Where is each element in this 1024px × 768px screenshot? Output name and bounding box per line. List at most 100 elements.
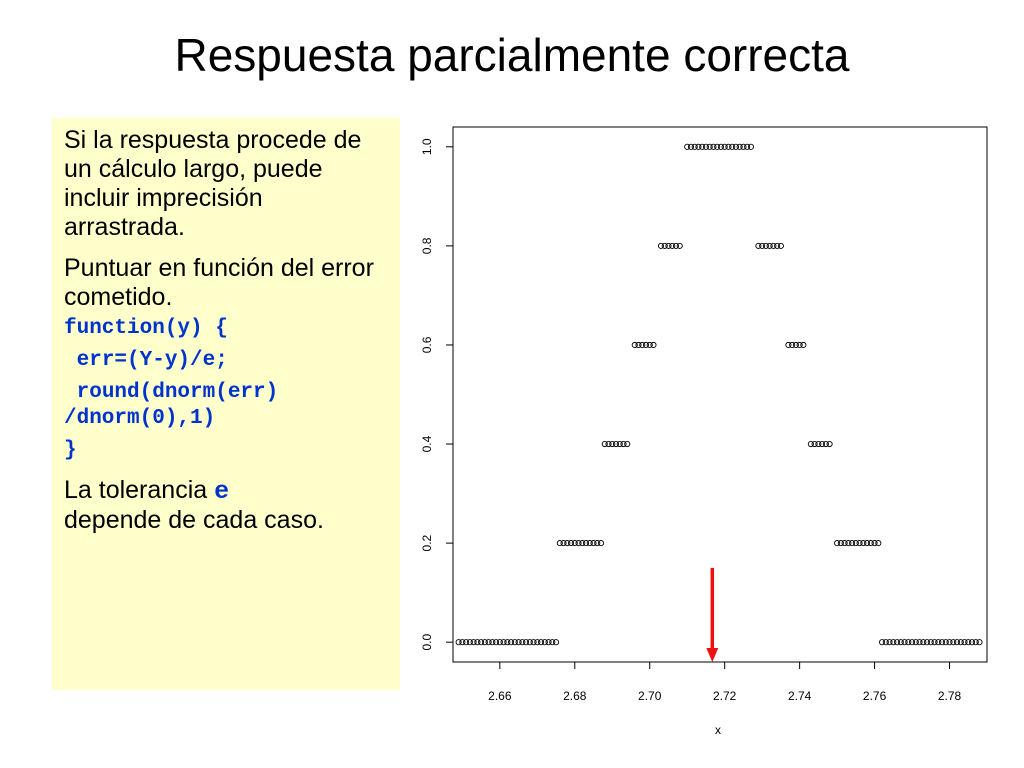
- data-point: [459, 639, 466, 646]
- data-point: [789, 341, 796, 349]
- data-point: [901, 639, 908, 646]
- data-point: [564, 540, 571, 547]
- data-point: [759, 242, 766, 249]
- data-point: [740, 143, 747, 150]
- data-point: [961, 639, 968, 646]
- data-point: [852, 540, 859, 547]
- data-point: [545, 639, 552, 646]
- data-point: [875, 540, 882, 547]
- data-point: [669, 242, 676, 249]
- data-point: [909, 639, 916, 646]
- data-point: [631, 341, 638, 349]
- data-point: [605, 440, 612, 448]
- y-tick-label: 0.2: [420, 534, 434, 551]
- data-point: [455, 639, 462, 646]
- data-point: [725, 143, 732, 150]
- x-tick-label: 2.68: [563, 689, 587, 703]
- data-point: [732, 143, 739, 150]
- data-point: [556, 540, 563, 547]
- data-point: [849, 540, 856, 547]
- data-point: [571, 540, 578, 547]
- data-point: [826, 440, 833, 448]
- data-point: [777, 242, 784, 249]
- data-point: [538, 639, 545, 646]
- data-point: [931, 639, 938, 646]
- data-point: [890, 639, 897, 646]
- data-point: [841, 540, 848, 547]
- data-point: [837, 540, 844, 547]
- data-point: [938, 639, 946, 646]
- data-point: [691, 143, 698, 150]
- data-point: [687, 143, 695, 150]
- data-point: [864, 540, 871, 547]
- slide-title: Respuesta parcialmente correcta: [174, 29, 850, 81]
- data-point: [747, 143, 754, 150]
- data-point: [965, 639, 972, 646]
- data-point: [972, 639, 979, 646]
- data-point: [950, 639, 957, 646]
- data-point: [953, 639, 961, 646]
- data-point: [710, 143, 717, 150]
- data-point: [834, 540, 841, 547]
- data-point: [586, 540, 593, 547]
- data-point: [815, 440, 822, 448]
- data-point: [774, 242, 781, 249]
- data-point: [717, 143, 724, 150]
- data-point: [792, 341, 799, 349]
- data-point: [549, 639, 556, 646]
- code-line-err: err=(Y-y)/e;: [64, 349, 228, 372]
- data-point: [463, 639, 470, 646]
- y-tick-label: 0.4: [420, 435, 434, 452]
- plot-frame: [452, 126, 988, 663]
- y-tick-label: 0.6: [420, 336, 434, 353]
- data-point: [927, 639, 934, 646]
- data-point: [845, 540, 852, 547]
- data-point: [699, 143, 706, 150]
- data-point: [597, 540, 605, 547]
- tolerance-code: e: [214, 477, 230, 506]
- data-point: [530, 639, 537, 646]
- data-point: [496, 639, 503, 646]
- x-tick-label: 2.70: [638, 689, 662, 703]
- data-point: [946, 639, 953, 646]
- data-point: [582, 540, 590, 547]
- data-point: [879, 639, 886, 646]
- data-point: [860, 540, 867, 547]
- data-point: [822, 440, 829, 448]
- data-point: [511, 639, 518, 646]
- data-point: [560, 540, 567, 547]
- data-point: [504, 639, 511, 646]
- data-point: [553, 639, 560, 646]
- data-point: [912, 639, 919, 646]
- data-point: [624, 440, 631, 448]
- data-point: [916, 639, 923, 646]
- data-point: [493, 639, 500, 646]
- data-point: [894, 639, 901, 646]
- data-point: [886, 639, 893, 646]
- data-point: [744, 143, 751, 150]
- data-point: [957, 639, 964, 646]
- y-tick-label: 0.0: [420, 634, 434, 651]
- y-axis: 0.0 0.2 0.4 0.6 0.8 1.0: [420, 138, 454, 651]
- y-tick-label: 0.8: [420, 237, 434, 254]
- data-point: [639, 341, 646, 349]
- data-point: [466, 639, 473, 646]
- arrow-head: [706, 648, 719, 662]
- data-point: [590, 540, 597, 547]
- data-point: [567, 540, 575, 547]
- data-point: [770, 242, 777, 249]
- data-point: [657, 242, 665, 249]
- data-point: [684, 143, 691, 150]
- code-line-round: round(dnorm(err) /dnorm(0),1): [64, 381, 279, 430]
- data-point: [612, 440, 620, 448]
- paragraph-score-error: Puntuar en función del error cometido.: [64, 254, 374, 311]
- x-tick-label: 2.76: [863, 689, 887, 703]
- data-point: [905, 639, 912, 646]
- y-tick-label: 1.0: [420, 138, 434, 155]
- data-point: [519, 639, 526, 646]
- tolerance-text: La tolerancia: [64, 476, 215, 504]
- data-point: [646, 341, 653, 349]
- data-point: [762, 242, 769, 249]
- data-point: [594, 540, 601, 547]
- data-point: [736, 143, 743, 150]
